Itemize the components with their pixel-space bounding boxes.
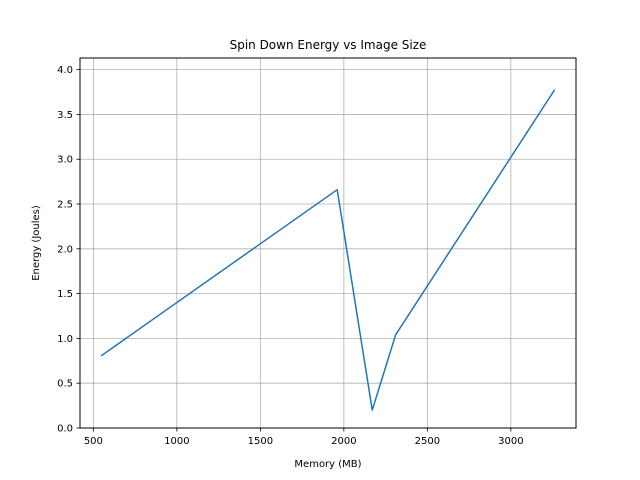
y-tick-label: 3.0 [57, 155, 73, 166]
y-tick-label: 2.0 [57, 244, 73, 255]
y-tick-label: 3.5 [57, 110, 73, 121]
x-tick-label: 2000 [331, 436, 356, 447]
y-axis-label: Energy (Joules) [31, 205, 42, 281]
y-tick-label: 4.0 [57, 65, 73, 76]
x-tick-label: 500 [84, 436, 103, 447]
y-tick-label: 0.5 [57, 379, 73, 390]
x-axis: 500 1000 1500 2000 2500 3000 [84, 428, 524, 447]
y-tick-label: 2.5 [57, 200, 73, 211]
x-tick-label: 1000 [164, 436, 189, 447]
y-tick-label: 0.0 [57, 424, 73, 435]
plot-frame [79, 57, 577, 429]
series-layer [100, 89, 556, 411]
x-tick-label: 1500 [248, 436, 273, 447]
x-tick-label: 2500 [415, 436, 440, 447]
y-tick-label: 1.0 [57, 334, 73, 345]
grid [80, 58, 576, 429]
y-tick-label: 1.5 [57, 289, 73, 300]
chart-title: Spin Down Energy vs Image Size [230, 38, 427, 52]
y-axis: 0.0 0.5 1.0 1.5 2.0 2.5 3.0 3.5 4.0 [57, 65, 80, 435]
x-axis-label: Memory (MB) [294, 459, 361, 470]
x-tick-label: 3000 [498, 436, 523, 447]
series-line-0 [100, 89, 556, 411]
